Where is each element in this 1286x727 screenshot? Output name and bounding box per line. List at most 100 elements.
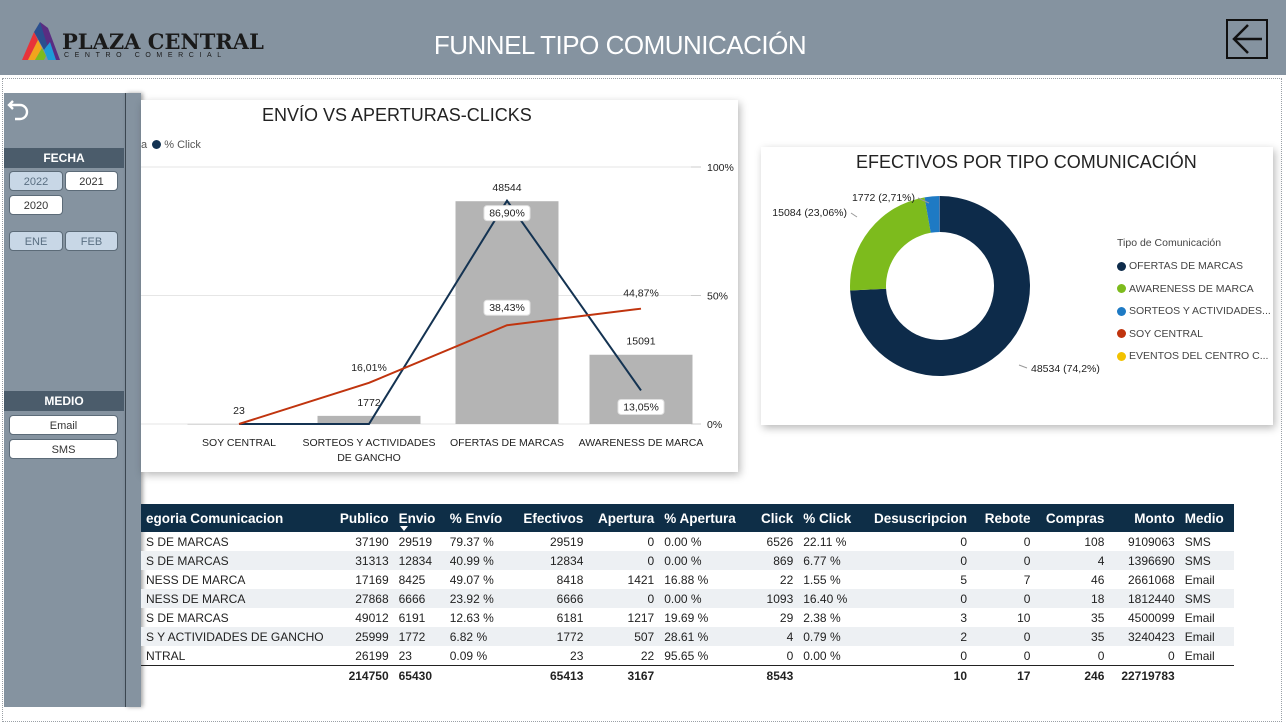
donut-slice-1 <box>850 197 931 291</box>
table-cell: 6526 <box>766 534 794 549</box>
column-header[interactable]: Desuscripcion <box>862 504 973 532</box>
total-cell: 17 <box>972 665 1036 686</box>
column-header[interactable]: Efectivos <box>511 504 589 532</box>
donut-data-label: 48534 (74,2%) <box>1031 363 1100 375</box>
donut-legend-item[interactable]: SOY CENTRAL <box>1117 323 1271 346</box>
table-cell: S Y ACTIVIDADES DE GANCHO <box>141 627 329 646</box>
chart2-plot: 48534 (74,2%) 15084 (23,06%) 1772 (2,71%) <box>772 192 1100 376</box>
donut-leader-line <box>917 197 930 204</box>
table-cell: 0 <box>588 589 660 608</box>
table-row[interactable]: NTRAL 26199 23 0.09 % 23 22 95.65 % 0 0.00 % 0 0 0 0… <box>141 646 1234 666</box>
table-cell: 0 <box>862 551 973 570</box>
column-header[interactable]: Envio <box>393 504 445 532</box>
envio-aperturas-chart-card: ENVÍO VS APERTURAS-CLICKS a % Click 100%… <box>141 100 738 472</box>
column-header[interactable]: Rebote <box>972 504 1036 532</box>
table-cell: 1217 <box>627 610 655 625</box>
donut-legend-item[interactable]: OFERTAS DE MARCAS <box>1117 255 1271 278</box>
table-row[interactable]: NESS DE MARCA 27868 6666 23.92 % 6666 0 0.00 %… <box>141 589 1234 608</box>
category-label: AWARENESS DE MARCA <box>579 437 704 449</box>
column-header[interactable]: % Envío <box>444 504 512 532</box>
undo-icon <box>7 100 29 121</box>
table-cell: 0.79 % <box>798 627 863 646</box>
table-cell: 0 <box>1023 648 1031 663</box>
table-cell: 8418 <box>556 572 584 587</box>
table-row[interactable]: NESS DE MARCA 17169 8425 49.07 % 8418 1421 16.… <box>141 570 1234 589</box>
column-header[interactable]: Medio <box>1179 504 1234 532</box>
table-cell: 27868 <box>328 589 394 608</box>
page-title: FUNNEL TIPO COMUNICACIÓN <box>433 30 807 60</box>
table-row[interactable]: S DE MARCAS 49012 6191 12.63 % 6181 1217 19.69… <box>141 608 1234 627</box>
table-cell: 18 <box>1035 589 1110 608</box>
click-data-label: 13,05% <box>617 398 665 415</box>
donut-data-label: 1772 (2,71%) <box>852 192 915 204</box>
table-cell: 29519 <box>550 534 584 549</box>
month-chip-ene[interactable]: ENE <box>9 231 63 251</box>
legend-dot-icon <box>1117 329 1126 339</box>
arrow-left-icon <box>1232 24 1262 54</box>
click-data-label: 86,90% <box>483 205 531 222</box>
medio-chip-email[interactable]: Email <box>9 415 118 435</box>
logo: PLAZA CENTRAL CENTRO COMERCIAL <box>20 20 264 62</box>
apertura-label-text: 16,01% <box>351 362 387 374</box>
table-row[interactable]: S DE MARCAS 31313 12834 40.99 % 12834 0 0.00 %… <box>141 551 1234 570</box>
column-header[interactable]: Monto <box>1109 504 1180 532</box>
year-chip-2021[interactable]: 2021 <box>65 171 118 191</box>
table-cell: 4500099 <box>1127 610 1175 625</box>
table-cell: 5 <box>960 572 968 587</box>
table-cell: 2661068 <box>1127 572 1175 587</box>
y2-tick-label: 0% <box>707 419 722 431</box>
table-cell: 7 <box>1023 572 1031 587</box>
table-cell: 35 <box>1035 627 1110 646</box>
table-cell: 0 <box>972 627 1036 646</box>
header-bar: PLAZA CENTRAL CENTRO COMERCIAL FUNNEL TI… <box>0 0 1286 75</box>
table-row[interactable]: S DE MARCAS 37190 29519 79.37 % 29519 0 0.00 %… <box>141 532 1234 551</box>
apertura-label-text: 44,87% <box>623 288 659 300</box>
undo-button[interactable] <box>4 95 42 125</box>
table-cell: 19.69 % <box>664 610 709 625</box>
year-chip-2020[interactable]: 2020 <box>9 195 63 215</box>
bar-value-label: 1772 <box>357 397 381 409</box>
chart1-legend: a % Click <box>141 139 201 151</box>
table-cell: 1421 <box>627 572 655 587</box>
total-cell: 246 <box>1035 665 1110 686</box>
donut-legend-item[interactable]: EVENTOS DEL CENTRO C... <box>1117 345 1271 368</box>
table-cell: 6666 <box>511 589 589 608</box>
click-line <box>239 198 642 425</box>
donut-legend-item[interactable]: AWARENESS DE MARCA <box>1117 278 1271 301</box>
apertura-label-text: 38,43% <box>489 302 525 314</box>
chart2-title: EFECTIVOS POR TIPO COMUNICACIÓN <box>856 152 1197 172</box>
column-header[interactable]: egoria Comunicacion <box>141 504 329 532</box>
table-cell: S DE MARCAS <box>146 534 229 549</box>
total-cell <box>659 665 748 686</box>
donut-legend-item[interactable]: SORTEOS Y ACTIVIDADES... <box>1117 300 1271 323</box>
table-cell: 29 <box>779 610 794 625</box>
column-header[interactable]: Publico <box>328 504 394 532</box>
back-button[interactable] <box>1226 19 1268 59</box>
column-header[interactable]: Apertura <box>588 504 660 532</box>
total-cell: 8543 <box>747 665 799 686</box>
legend-item-label: AWARENESS DE MARCA <box>1129 282 1254 295</box>
year-chip-2022[interactable]: 2022 <box>9 171 63 191</box>
table-cell: 3 <box>960 610 968 625</box>
table-cell: 79.37 % <box>449 534 494 549</box>
table-cell: SMS <box>1179 551 1234 570</box>
column-header[interactable]: % Click <box>798 504 863 532</box>
column-header[interactable]: % Apertura <box>659 504 748 532</box>
table-row[interactable]: S Y ACTIVIDADES DE GANCHO 25999 1772 6.82 %… <box>141 627 1234 646</box>
sidebar-collapse-strip[interactable] <box>125 93 141 707</box>
table-cell: 0 <box>1023 534 1031 549</box>
table-cell: 0 <box>960 534 968 549</box>
table-cell: 0.00 % <box>659 589 748 608</box>
month-chip-feb[interactable]: FEB <box>65 231 118 251</box>
table-cell: SMS <box>1184 534 1211 549</box>
medio-chip-sms[interactable]: SMS <box>9 439 118 459</box>
legend-item-label: OFERTAS DE MARCAS <box>1129 260 1243 273</box>
bar-value-label: 48544 <box>492 182 521 194</box>
apertura-data-label: 38,43% <box>483 299 531 316</box>
table-cell: Email <box>1184 610 1215 625</box>
column-header[interactable]: Compras <box>1035 504 1110 532</box>
total-cell <box>798 665 863 686</box>
column-header[interactable]: Click <box>747 504 799 532</box>
table-cell: 0 <box>1168 648 1175 663</box>
total-cell: 65413 <box>511 665 589 686</box>
